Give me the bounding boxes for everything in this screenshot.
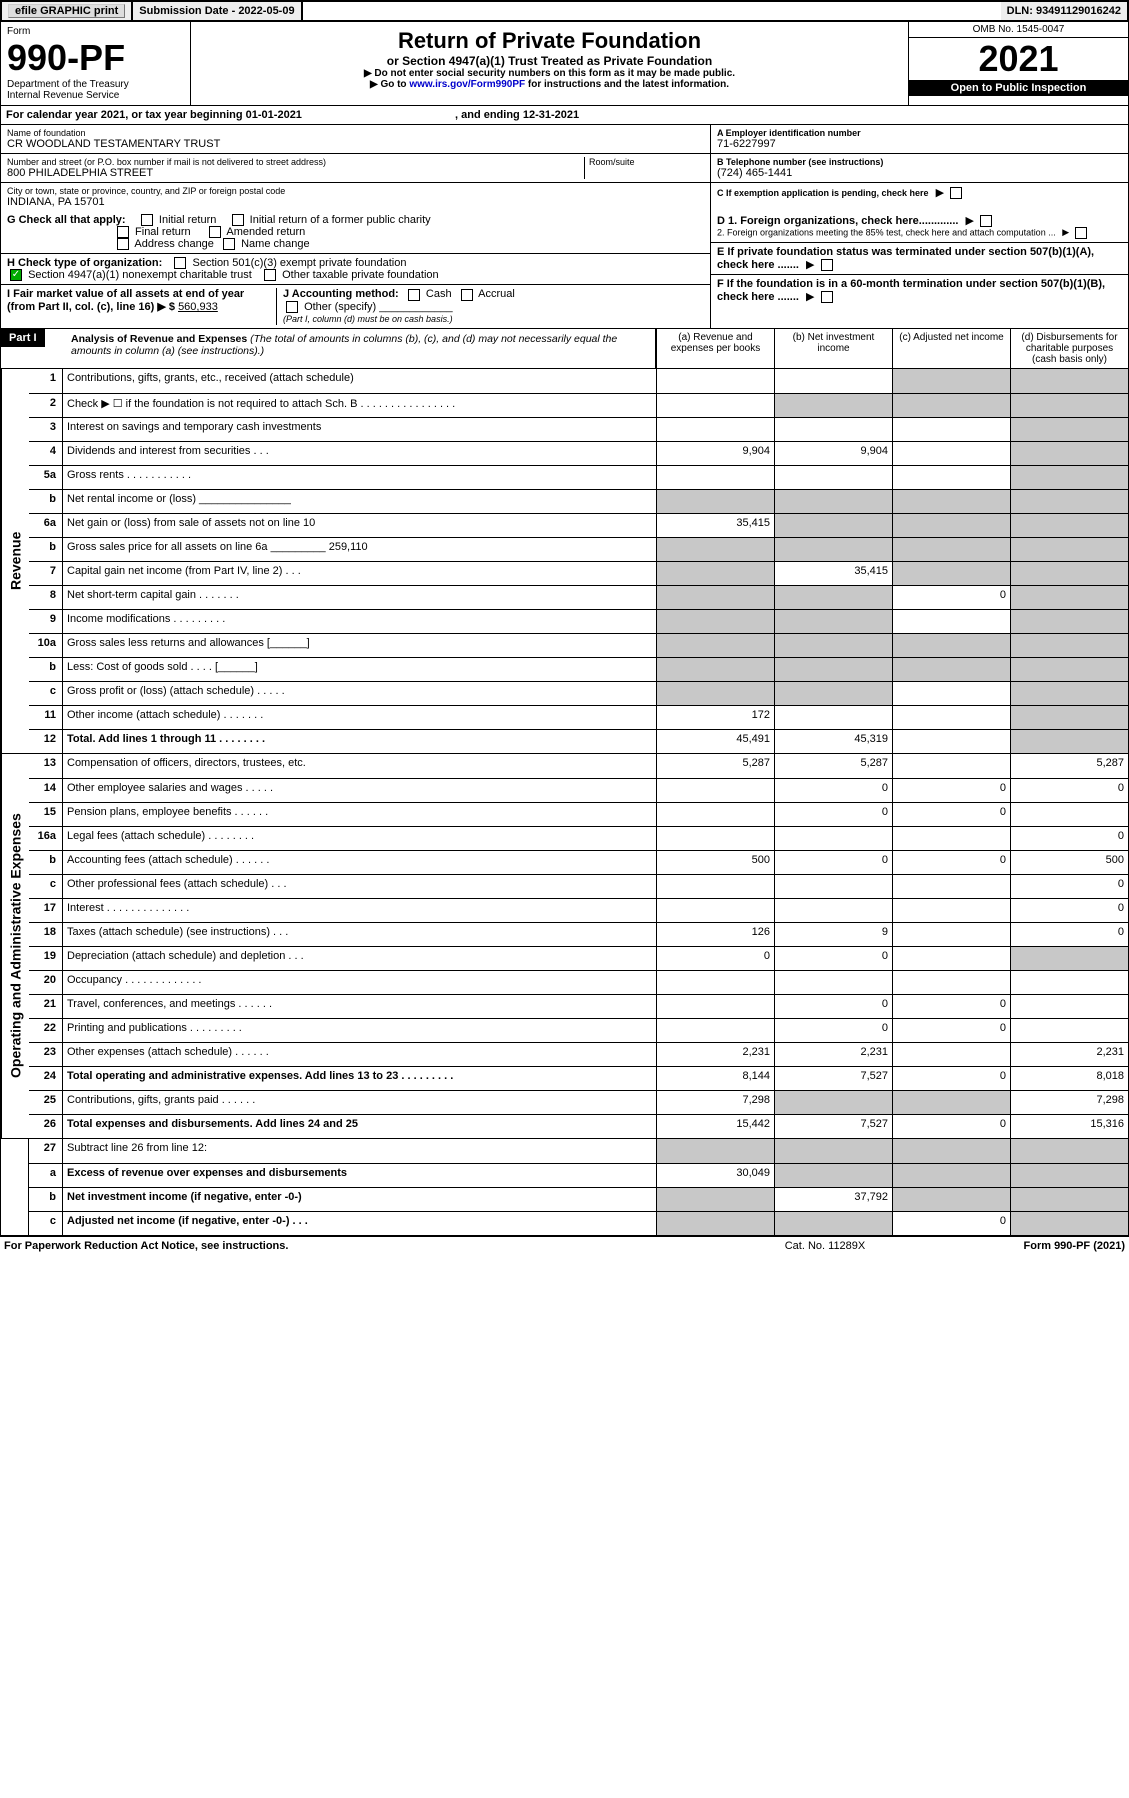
table-row: 23Other expenses (attach schedule) . . .… <box>29 1042 1128 1066</box>
table-row: 20Occupancy . . . . . . . . . . . . . <box>29 970 1128 994</box>
form-id-block: Form 990-PF Department of the Treasury I… <box>1 22 191 105</box>
check-section: G Check all that apply: Initial return I… <box>0 211 1129 328</box>
table-row: 24Total operating and administrative exp… <box>29 1066 1128 1090</box>
open-inspection: Open to Public Inspection <box>909 80 1128 96</box>
address-block: Number and street (or P.O. box number if… <box>1 154 710 183</box>
expenses-table: Operating and Administrative Expenses 13… <box>0 754 1129 1139</box>
table-row: aExcess of revenue over expenses and dis… <box>29 1163 1128 1187</box>
c-checkbox[interactable] <box>950 187 962 199</box>
table-row: 4Dividends and interest from securities … <box>29 441 1128 465</box>
col-d-header: (d) Disbursements for charitable purpose… <box>1010 329 1128 368</box>
table-row: 17Interest . . . . . . . . . . . . . .0 <box>29 898 1128 922</box>
ein-block: A Employer identification number 71-6227… <box>711 125 1128 154</box>
table-row: 18Taxes (attach schedule) (see instructi… <box>29 922 1128 946</box>
line27-table: 27Subtract line 26 from line 12:aExcess … <box>0 1139 1129 1236</box>
form-year-block: OMB No. 1545-0047 2021 Open to Public In… <box>908 22 1128 105</box>
submission-date: Submission Date - 2022-05-09 <box>133 2 302 20</box>
efile-button[interactable]: efile GRAPHIC print <box>8 4 125 18</box>
form-header: Form 990-PF Department of the Treasury I… <box>0 22 1129 105</box>
dln: DLN: 93491129016242 <box>1001 2 1127 20</box>
tax-year: 2021 <box>909 38 1128 80</box>
footer-right: Form 990-PF (2021) <box>925 1240 1125 1252</box>
table-row: 22Printing and publications . . . . . . … <box>29 1018 1128 1042</box>
top-bar: efile GRAPHIC print Submission Date - 20… <box>0 0 1129 22</box>
table-row: 6aNet gain or (loss) from sale of assets… <box>29 513 1128 537</box>
form-title: Return of Private Foundation <box>197 28 902 54</box>
table-row: 5aGross rents . . . . . . . . . . . <box>29 465 1128 489</box>
table-row: 10aGross sales less returns and allowanc… <box>29 633 1128 657</box>
page-footer: For Paperwork Reduction Act Notice, see … <box>0 1236 1129 1255</box>
table-row: 16aLegal fees (attach schedule) . . . . … <box>29 826 1128 850</box>
form-note-1: Do not enter social security numbers on … <box>197 68 902 79</box>
col-b-header: (b) Net investment income <box>774 329 892 368</box>
d-checks: D 1. Foreign organizations, check here..… <box>711 211 1128 243</box>
calendar-year-row: For calendar year 2021, or tax year begi… <box>0 105 1129 124</box>
form990pf-link[interactable]: www.irs.gov/Form990PF <box>409 79 525 90</box>
col-c-header: (c) Adjusted net income <box>892 329 1010 368</box>
efile-label: efile GRAPHIC print <box>2 2 133 20</box>
col-a-header: (a) Revenue and expenses per books <box>656 329 774 368</box>
table-row: bNet investment income (if negative, ent… <box>29 1187 1128 1211</box>
table-row: 14Other employee salaries and wages . . … <box>29 778 1128 802</box>
dept-label: Department of the Treasury <box>7 79 184 90</box>
e-check: E If private foundation status was termi… <box>711 243 1128 275</box>
table-row: 9Income modifications . . . . . . . . . <box>29 609 1128 633</box>
g-checks: G Check all that apply: Initial return I… <box>1 211 710 254</box>
revenue-side-label: Revenue <box>1 369 29 753</box>
table-row: bAccounting fees (attach schedule) . . .… <box>29 850 1128 874</box>
table-row: cOther professional fees (attach schedul… <box>29 874 1128 898</box>
form-number: 990-PF <box>7 37 184 79</box>
omb-number: OMB No. 1545-0047 <box>909 22 1128 38</box>
form-title-block: Return of Private Foundation or Section … <box>191 22 908 105</box>
phone-block: B Telephone number (see instructions) (7… <box>711 154 1128 183</box>
table-row: 7Capital gain net income (from Part IV, … <box>29 561 1128 585</box>
form-note-2: Go to www.irs.gov/Form990PF for instruct… <box>197 79 902 90</box>
revenue-table: Revenue 1Contributions, gifts, grants, e… <box>0 369 1129 754</box>
exemption-pending: C If exemption application is pending, c… <box>711 183 1128 202</box>
footer-left: For Paperwork Reduction Act Notice, see … <box>4 1240 725 1252</box>
table-row: 21Travel, conferences, and meetings . . … <box>29 994 1128 1018</box>
table-row: cGross profit or (loss) (attach schedule… <box>29 681 1128 705</box>
city-block: City or town, state or province, country… <box>1 183 710 211</box>
table-row: cAdjusted net income (if negative, enter… <box>29 1211 1128 1235</box>
entity-section: Name of foundation CR WOODLAND TESTAMENT… <box>0 124 1129 211</box>
table-row: 27Subtract line 26 from line 12: <box>29 1139 1128 1163</box>
table-row: 13Compensation of officers, directors, t… <box>29 754 1128 778</box>
table-row: bLess: Cost of goods sold . . . . [_____… <box>29 657 1128 681</box>
table-row: 15Pension plans, employee benefits . . .… <box>29 802 1128 826</box>
table-row: 19Depreciation (attach schedule) and dep… <box>29 946 1128 970</box>
irs-label: Internal Revenue Service <box>7 90 184 101</box>
form-word: Form <box>7 26 184 37</box>
table-row: 12Total. Add lines 1 through 11 . . . . … <box>29 729 1128 753</box>
i-j-row: I Fair market value of all assets at end… <box>1 285 710 327</box>
part1-header: Part I Analysis of Revenue and Expenses … <box>0 328 1129 369</box>
h-checks: H Check type of organization: Section 50… <box>1 254 710 285</box>
table-row: bNet rental income or (loss) ___________… <box>29 489 1128 513</box>
table-row: 26Total expenses and disbursements. Add … <box>29 1114 1128 1138</box>
table-row: 1Contributions, gifts, grants, etc., rec… <box>29 369 1128 393</box>
expenses-side-label: Operating and Administrative Expenses <box>1 754 29 1138</box>
footer-mid: Cat. No. 11289X <box>725 1240 925 1252</box>
table-row: bGross sales price for all assets on lin… <box>29 537 1128 561</box>
h2-checkbox-checked[interactable]: ✓ <box>10 269 22 281</box>
foundation-name-block: Name of foundation CR WOODLAND TESTAMENT… <box>1 125 710 154</box>
table-row: 3Interest on savings and temporary cash … <box>29 417 1128 441</box>
form-subtitle: or Section 4947(a)(1) Trust Treated as P… <box>197 54 902 68</box>
table-row: 8Net short-term capital gain . . . . . .… <box>29 585 1128 609</box>
table-row: 25Contributions, gifts, grants paid . . … <box>29 1090 1128 1114</box>
table-row: 2Check ▶ ☐ if the foundation is not requ… <box>29 393 1128 417</box>
f-check: F If the foundation is in a 60-month ter… <box>711 275 1128 306</box>
table-row: 11Other income (attach schedule) . . . .… <box>29 705 1128 729</box>
